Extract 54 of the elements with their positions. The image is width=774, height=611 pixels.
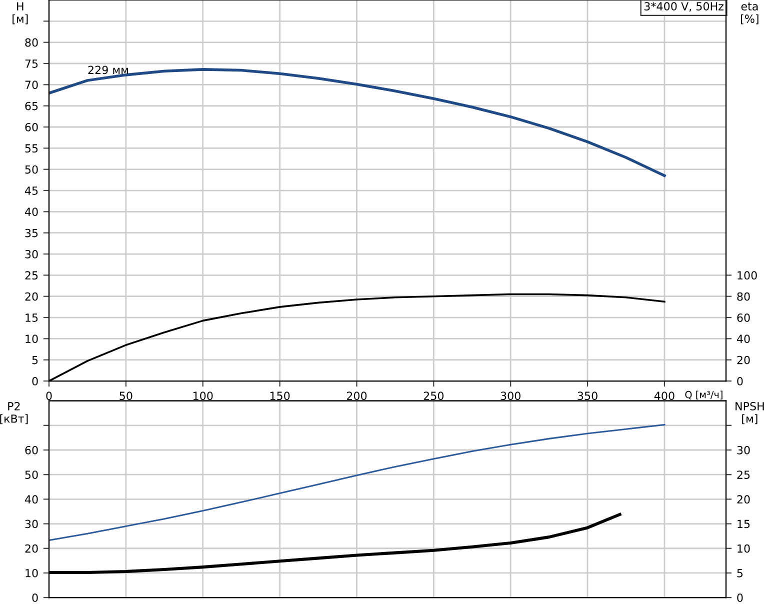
y-tick-label: 50 <box>25 165 38 174</box>
x-axis-title: Q [м³/ч] <box>685 390 722 400</box>
y-tick-label: 15 <box>26 314 38 322</box>
y2-tick-label: 30 <box>737 446 750 454</box>
y-tick-label: 30 <box>25 250 38 258</box>
x-tick-label: 200 <box>346 392 367 400</box>
y2-tick-label: 100 <box>738 271 757 280</box>
y2-axis-title: NPSH [м] <box>736 402 764 424</box>
y-tick-label: 25 <box>25 271 38 280</box>
y-tick-label: 0 <box>32 594 38 602</box>
y2-tick-label: 25 <box>737 470 750 479</box>
y2-tick-label: 0 <box>737 376 743 386</box>
y-tick-label: 40 <box>24 495 38 504</box>
y-tick-label: 10 <box>26 568 38 578</box>
y-tick-label: 40 <box>24 208 38 216</box>
y-tick-label: 80 <box>25 38 38 47</box>
y-tick-label: 50 <box>25 470 38 479</box>
y2-tick-label: 20 <box>737 495 750 504</box>
y-tick-label: 35 <box>25 228 38 238</box>
x-tick-label: 250 <box>424 392 444 400</box>
x-tick-label: 300 <box>500 392 520 400</box>
y-axis-title: H [м] <box>12 2 28 24</box>
y2-tick-label: 80 <box>737 292 750 301</box>
y-tick-label: 0 <box>32 376 38 386</box>
x-tick-label: 400 <box>654 392 674 400</box>
y-tick-label: 5 <box>32 356 38 364</box>
x-tick-label: 150 <box>270 392 290 400</box>
y2-tick-label: 20 <box>737 356 750 364</box>
y2-tick-label: 0 <box>737 594 743 602</box>
x-tick-label: 0 <box>46 392 52 400</box>
y2-tick-label: 15 <box>738 520 750 528</box>
y2-tick-label: 60 <box>737 313 750 322</box>
y-tick-label: 55 <box>25 144 38 153</box>
y2-tick-label: 40 <box>736 334 750 344</box>
y-tick-label: 60 <box>25 122 38 132</box>
y2-tick-label: 5 <box>737 569 743 578</box>
y-tick-label: 75 <box>25 60 38 68</box>
x-tick-label: 100 <box>193 392 213 400</box>
y-tick-label: 60 <box>25 446 38 454</box>
y-tick-label: 65 <box>25 102 38 110</box>
y2-tick-label: 10 <box>738 544 750 553</box>
y-axis-title: P2 [кВт] <box>0 402 28 424</box>
line-series <box>48 424 666 542</box>
y-tick-label: 10 <box>26 334 38 344</box>
y-tick-label: 20 <box>25 292 38 301</box>
y-tick-label: 30 <box>25 520 38 528</box>
chart-title: 3*400 V, 50Hz <box>644 2 724 12</box>
annotation: 229 мм <box>88 66 128 74</box>
y-tick-label: 45 <box>24 186 38 195</box>
x-tick-label: 50 <box>120 392 132 400</box>
y-tick-label: 70 <box>25 80 38 90</box>
x-tick-label: 350 <box>578 392 598 400</box>
y2-axis-title: eta [%] <box>741 2 758 24</box>
y-tick-label: 20 <box>25 544 38 553</box>
